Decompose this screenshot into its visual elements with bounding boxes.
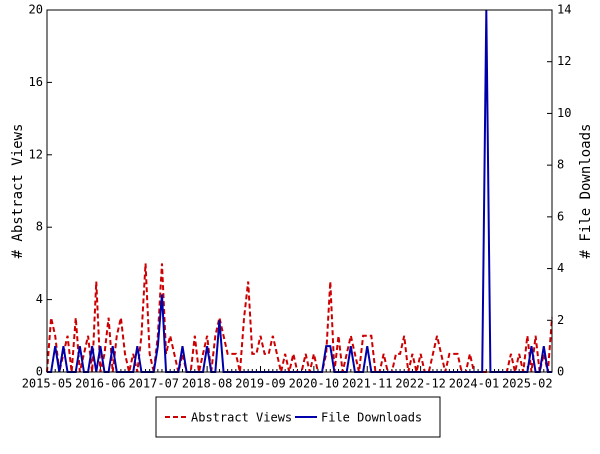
y2-tick-label: 0 <box>557 365 564 379</box>
plot-frame <box>46 9 553 373</box>
y-tick-label: 0 <box>36 365 43 379</box>
y2-tick-label: 2 <box>557 313 564 327</box>
y2-tick-label: 8 <box>557 158 564 172</box>
y-tick-label: 8 <box>36 220 43 234</box>
y2-axis-label: # File Downloads <box>578 124 594 259</box>
x-tick-label: 2018-08 <box>182 377 233 391</box>
y2-tick-label: 14 <box>557 3 571 17</box>
y-tick-label: 12 <box>29 147 43 161</box>
x-tick-label: 2021-11 <box>342 377 393 391</box>
x-tick-label: 2017-07 <box>128 377 179 391</box>
legend-label: File Downloads <box>321 411 422 425</box>
x-tick-label: 2019-09 <box>235 377 286 391</box>
y2-tick-label: 12 <box>557 54 571 68</box>
legend-label: Abstract Views <box>191 411 292 425</box>
y2-tick-label: 4 <box>557 261 564 275</box>
y-tick-label: 20 <box>29 3 43 17</box>
y2-tick-label: 10 <box>557 106 571 120</box>
x-tick-label: 2025-02 <box>502 377 553 391</box>
y-tick-label: 4 <box>36 292 43 306</box>
y-tick-label: 16 <box>29 75 43 89</box>
x-tick-label: 2022-12 <box>395 377 446 391</box>
x-tick-label: 2020-10 <box>289 377 340 391</box>
y2-tick-label: 6 <box>557 209 564 223</box>
x-tick-label: 2024-01 <box>449 377 500 391</box>
x-tick-label: 2015-05 <box>22 377 73 391</box>
x-tick-label: 2016-06 <box>75 377 126 391</box>
y-axis-label: # Abstract Views <box>10 124 26 259</box>
